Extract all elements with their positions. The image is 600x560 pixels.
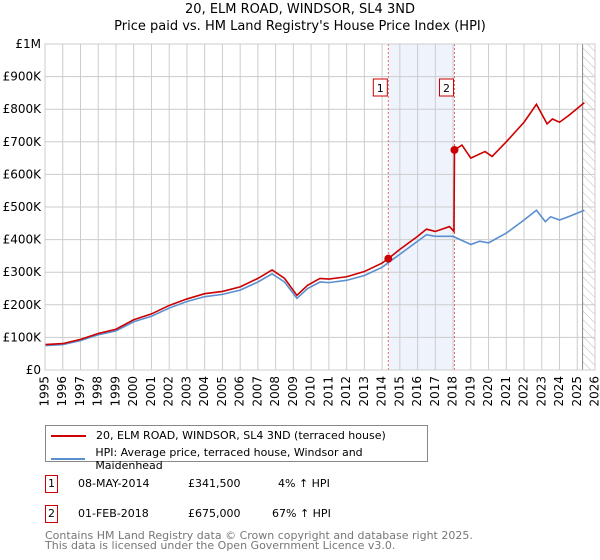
x-tick-label: 1998 [91,376,105,407]
x-tick-label: 2000 [126,376,140,407]
chart-title: 20, ELM ROAD, WINDSOR, SL4 3ND [185,2,415,17]
y-tick-label: £900K [3,70,43,84]
x-tick-label: 2012 [339,376,353,407]
x-tick-label: 2004 [197,376,211,407]
y-tick-label: £200K [3,298,43,312]
transaction-date: 01-FEB-2018 [78,507,149,520]
x-tick-label: 2024 [552,376,566,407]
legend-label: HPI: Average price, terraced house, Wind… [95,446,363,472]
x-tick-label: 2010 [304,376,318,407]
x-tick-label: 2026 [588,376,600,407]
x-tick-label: 1997 [73,376,87,407]
x-tick-label: 1996 [55,376,69,407]
legend-item-property: 20, ELM ROAD, WINDSOR, SL4 3ND (terraced… [51,429,386,442]
x-tick-label: 2022 [517,376,531,407]
sale-label-box [438,78,454,97]
y-tick-label: £700K [3,135,43,149]
x-tick-label: 2008 [268,376,282,407]
x-tick-label: 2006 [233,376,247,407]
legend-item-hpi: HPI: Average price, terraced house, Wind… [51,446,427,472]
footer-line: Contains HM Land Registry data © Crown c… [45,529,473,542]
property-price-line [44,102,585,346]
x-tick-label: 2011 [321,376,335,407]
x-tick-label: 2002 [162,376,176,407]
y-tick-label: £400K [3,233,43,247]
sale-label-box [372,78,388,97]
price-chart: 1995 1996 1997 1998 1999 2000 2001 2002 2003 2004… [3,37,600,407]
legend: 20, ELM ROAD, WINDSOR, SL4 3ND (terraced… [45,425,428,472]
x-tick-label: 2005 [215,376,229,407]
y-tick-label: £500K [3,200,43,214]
x-tick-label: 2016 [410,376,424,407]
y-tick-label: £1M [15,37,41,51]
x-tick-label: 2009 [286,376,300,407]
transaction-price: £341,500 [188,477,241,490]
legend-swatch [51,458,86,460]
x-tick-label: 2019 [463,376,477,407]
x-tick-label: 1999 [108,376,122,407]
transaction-price: £675,000 [188,507,241,520]
y-tick-label: £300K [3,265,43,279]
x-tick-label: 2018 [446,376,460,407]
y-tick-label: £600K [3,167,43,181]
x-tick-label: 2025 [570,376,584,407]
hpi-line [44,209,585,347]
x-tick-label: 2001 [144,376,158,407]
transaction-hpi: 67% ↑ HPI [272,507,331,520]
y-tick-label: £0 [26,363,41,377]
x-tick-label: 2014 [375,376,389,407]
x-tick-label: 1995 [38,376,52,407]
marker-badge: 2 [45,505,58,523]
sale-label: 1 [377,82,384,95]
x-tick-label: 2015 [392,376,406,407]
footer: Contains HM Land Registry data © Crown c… [45,529,473,552]
y-tick-label: £800K [3,102,43,116]
x-tick-label: 2020 [481,376,495,407]
transaction-date: 08-MAY-2014 [78,477,150,490]
footer-line: This data is licensed under the Open Gov… [45,539,396,552]
y-tick-label: £100K [3,330,43,344]
legend-swatch [51,434,86,437]
marker-badge: 1 [45,475,58,493]
legend-label: 20, ELM ROAD, WINDSOR, SL4 3ND (terraced… [96,429,386,442]
x-tick-label: 2021 [499,376,513,407]
transaction-hpi: 4% ↑ HPI [278,477,330,490]
sale-point [450,145,459,154]
sale-point [384,254,393,263]
chart-subtitle: Price paid vs. HM Land Registry's House … [114,19,486,34]
x-tick-label: 2007 [250,376,264,407]
x-tick-label: 2013 [357,376,371,407]
x-tick-label: 2017 [428,376,442,407]
x-tick-label: 2003 [179,376,193,407]
plot-frame [44,43,596,371]
sale-label: 2 [443,82,450,95]
x-tick-label: 2023 [534,376,548,407]
